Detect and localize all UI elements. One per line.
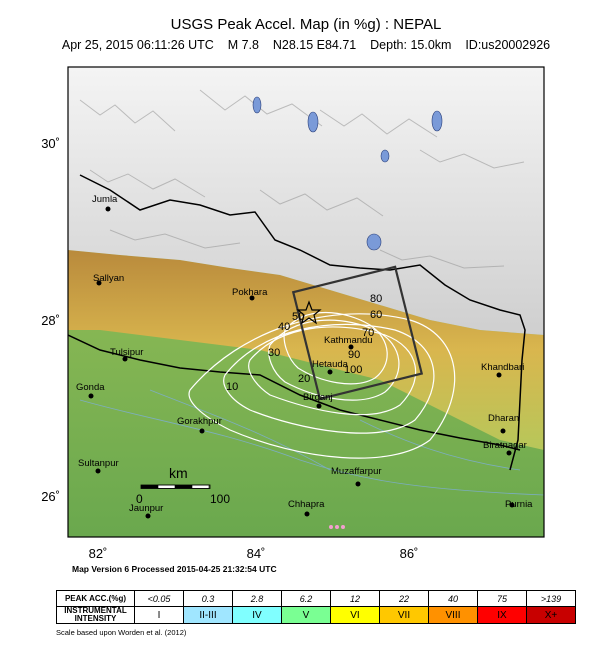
intensity-contours	[188, 312, 456, 459]
lat-label-30: 30˚	[41, 136, 60, 151]
contour-label-80: 80	[370, 293, 382, 305]
city-label-pokhara: Pokhara	[232, 287, 268, 298]
contour-label-100: 100	[344, 364, 362, 376]
latitude-labels: 30˚ 28˚ 26˚	[41, 136, 60, 504]
legend-intensity-cell: IV	[232, 606, 282, 624]
longitude-labels: 82˚ 84˚ 86˚	[89, 546, 419, 561]
contour-label-10: 10	[226, 381, 238, 393]
city-label-jaunpur: Jaunpur	[129, 503, 163, 514]
contour-label-90: 90	[348, 349, 360, 361]
city-label-gorakhpur: Gorakhpur	[177, 416, 222, 427]
country-border-south	[68, 334, 521, 451]
city-label-sultanpur: Sultanpur	[78, 458, 119, 469]
map-version: Map Version 6 Processed 2015-04-25 21:32…	[72, 564, 277, 574]
city-label-biratnagar: Biratnagar	[483, 440, 527, 451]
city-label-birganj: Birganj	[303, 392, 333, 403]
contour-label-40: 40	[278, 321, 290, 333]
legend-intensity-cell: VIII	[428, 606, 478, 624]
city-label-jumla: Jumla	[92, 194, 118, 205]
contour-label-50: 50	[292, 311, 304, 323]
city-label-gonda: Gonda	[76, 382, 105, 393]
pink-marker	[329, 525, 345, 529]
city-label-tulsipur: Tulsipur	[110, 347, 143, 358]
himalaya-terrain	[68, 67, 544, 335]
city-label-kathmandu: Kathmandu	[324, 335, 373, 346]
legend-acc-value: 75	[477, 590, 527, 607]
legend-acc-value: <0.05	[134, 590, 184, 607]
fault-rupture-outline	[291, 265, 424, 401]
legend-intensity-cell: IX	[477, 606, 527, 624]
legend-acc-value: 2.8	[232, 590, 282, 607]
city-label-muzaffarpur: Muzaffarpur	[331, 466, 382, 477]
scale-note: Scale based upon Worden et al. (2012)	[56, 628, 187, 637]
city-labels: Jumla Sallyan Tulsipur Gonda Gorakhpur S…	[76, 194, 533, 514]
scale-bar-end: 100	[210, 492, 230, 506]
legend-acc-value: 6.2	[281, 590, 331, 607]
legend-acc-value: 22	[379, 590, 429, 607]
epicenter-star	[296, 300, 322, 325]
city-label-purnia: Purnia	[505, 499, 533, 510]
legend-acc-value: >139	[526, 590, 576, 607]
legend-acc-value: 0.3	[183, 590, 233, 607]
foothill-terrain	[68, 250, 544, 450]
legend-intensity-cell: V	[281, 606, 331, 624]
legend-acc-header: PEAK ACC.(%g)	[56, 590, 135, 607]
city-label-chhapra: Chhapra	[288, 499, 325, 510]
legend-intensity-cell: VI	[330, 606, 380, 624]
intensity-legend: PEAK ACC.(%g) <0.05 0.3 2.8 6.2 12 22 40…	[56, 590, 576, 624]
lon-label-86: 86˚	[400, 546, 419, 561]
contour-label-60: 60	[370, 309, 382, 321]
legend-intensity-cell: I	[134, 606, 184, 624]
event-details: Apr 25, 2015 06:11:26 UTC M 7.8 N28.15 E…	[61, 38, 551, 52]
legend-intensity-header: INSTRUMENTAL INTENSITY	[56, 606, 135, 624]
legend-intensity-row: INSTRUMENTAL INTENSITY I II-III IV V VI …	[56, 606, 576, 624]
city-label-sallyan: Sallyan	[93, 273, 124, 284]
city-markers	[88, 206, 515, 519]
city-label-khandbari: Khandbari	[481, 362, 524, 373]
contour-label-20: 20	[298, 373, 310, 385]
country-border	[79, 174, 526, 471]
legend-intensity-cell: X+	[526, 606, 576, 624]
map-frame	[67, 66, 545, 538]
legend-intensity-cell: II-III	[183, 606, 233, 624]
relief-shading	[79, 89, 525, 269]
map-title: USGS Peak Accel. Map (in %g) : NEPAL	[170, 16, 442, 33]
contour-label-30: 30	[268, 347, 280, 359]
legend-acc-value: 12	[330, 590, 380, 607]
contour-labels: 10 20 30 40 50 60 70 80 90 100	[226, 293, 382, 393]
city-label-hetauda: Hetauda	[312, 359, 349, 370]
lon-label-84: 84˚	[247, 546, 266, 561]
lat-label-28: 28˚	[41, 313, 60, 328]
lakes	[252, 96, 443, 251]
scale-bar-start: 0	[136, 492, 143, 506]
contour-label-70: 70	[362, 327, 374, 339]
city-label-dharan: Dharan	[488, 413, 519, 424]
lat-label-26: 26˚	[41, 489, 60, 504]
legend-acc-value: 40	[428, 590, 478, 607]
legend-acc-row: PEAK ACC.(%g) <0.05 0.3 2.8 6.2 12 22 40…	[56, 590, 576, 607]
scale-bar: km 0 100	[136, 465, 230, 506]
scale-bar-unit: km	[169, 465, 188, 481]
lon-label-82: 82˚	[89, 546, 108, 561]
legend-intensity-cell: VII	[379, 606, 429, 624]
rivers	[79, 389, 544, 496]
